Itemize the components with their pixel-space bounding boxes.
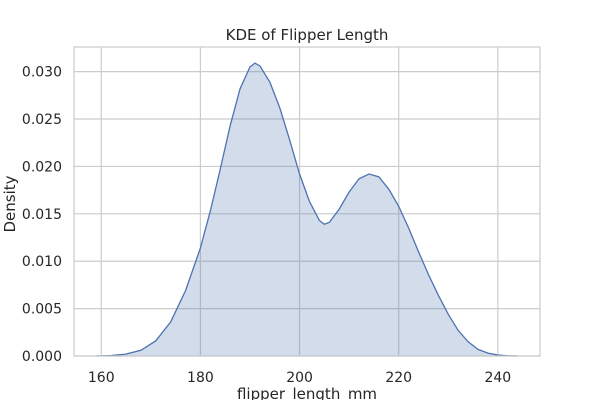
- y-tick-label: 0.005: [22, 302, 62, 318]
- x-tick-label: 240: [484, 370, 511, 386]
- chart-title: KDE of Flipper Length: [226, 26, 389, 44]
- y-tick-label: 0.025: [22, 112, 62, 128]
- y-axis-label: Density: [1, 175, 19, 232]
- y-axis-ticks: 0.000 0.005 0.010 0.015 0.020 0.025 0.030: [22, 65, 62, 365]
- y-tick-label: 0.010: [22, 254, 62, 270]
- x-tick-label: 160: [88, 370, 115, 386]
- y-tick-label: 0.015: [22, 207, 62, 223]
- x-axis-ticks: 160 180 200 220 240: [88, 370, 511, 386]
- density-line: [96, 62, 518, 357]
- density-area-group: [96, 62, 518, 357]
- plot-frame: [73, 46, 541, 357]
- x-tick-label: 220: [385, 370, 412, 386]
- y-tick-label: 0.000: [22, 349, 62, 365]
- x-tick-label: 180: [187, 370, 214, 386]
- y-tick-label: 0.020: [22, 159, 62, 175]
- x-axis-label: flipper_length_mm: [237, 385, 377, 400]
- y-tick-label: 0.030: [22, 65, 62, 81]
- x-tick-label: 200: [286, 370, 313, 386]
- density-fill: [96, 63, 518, 357]
